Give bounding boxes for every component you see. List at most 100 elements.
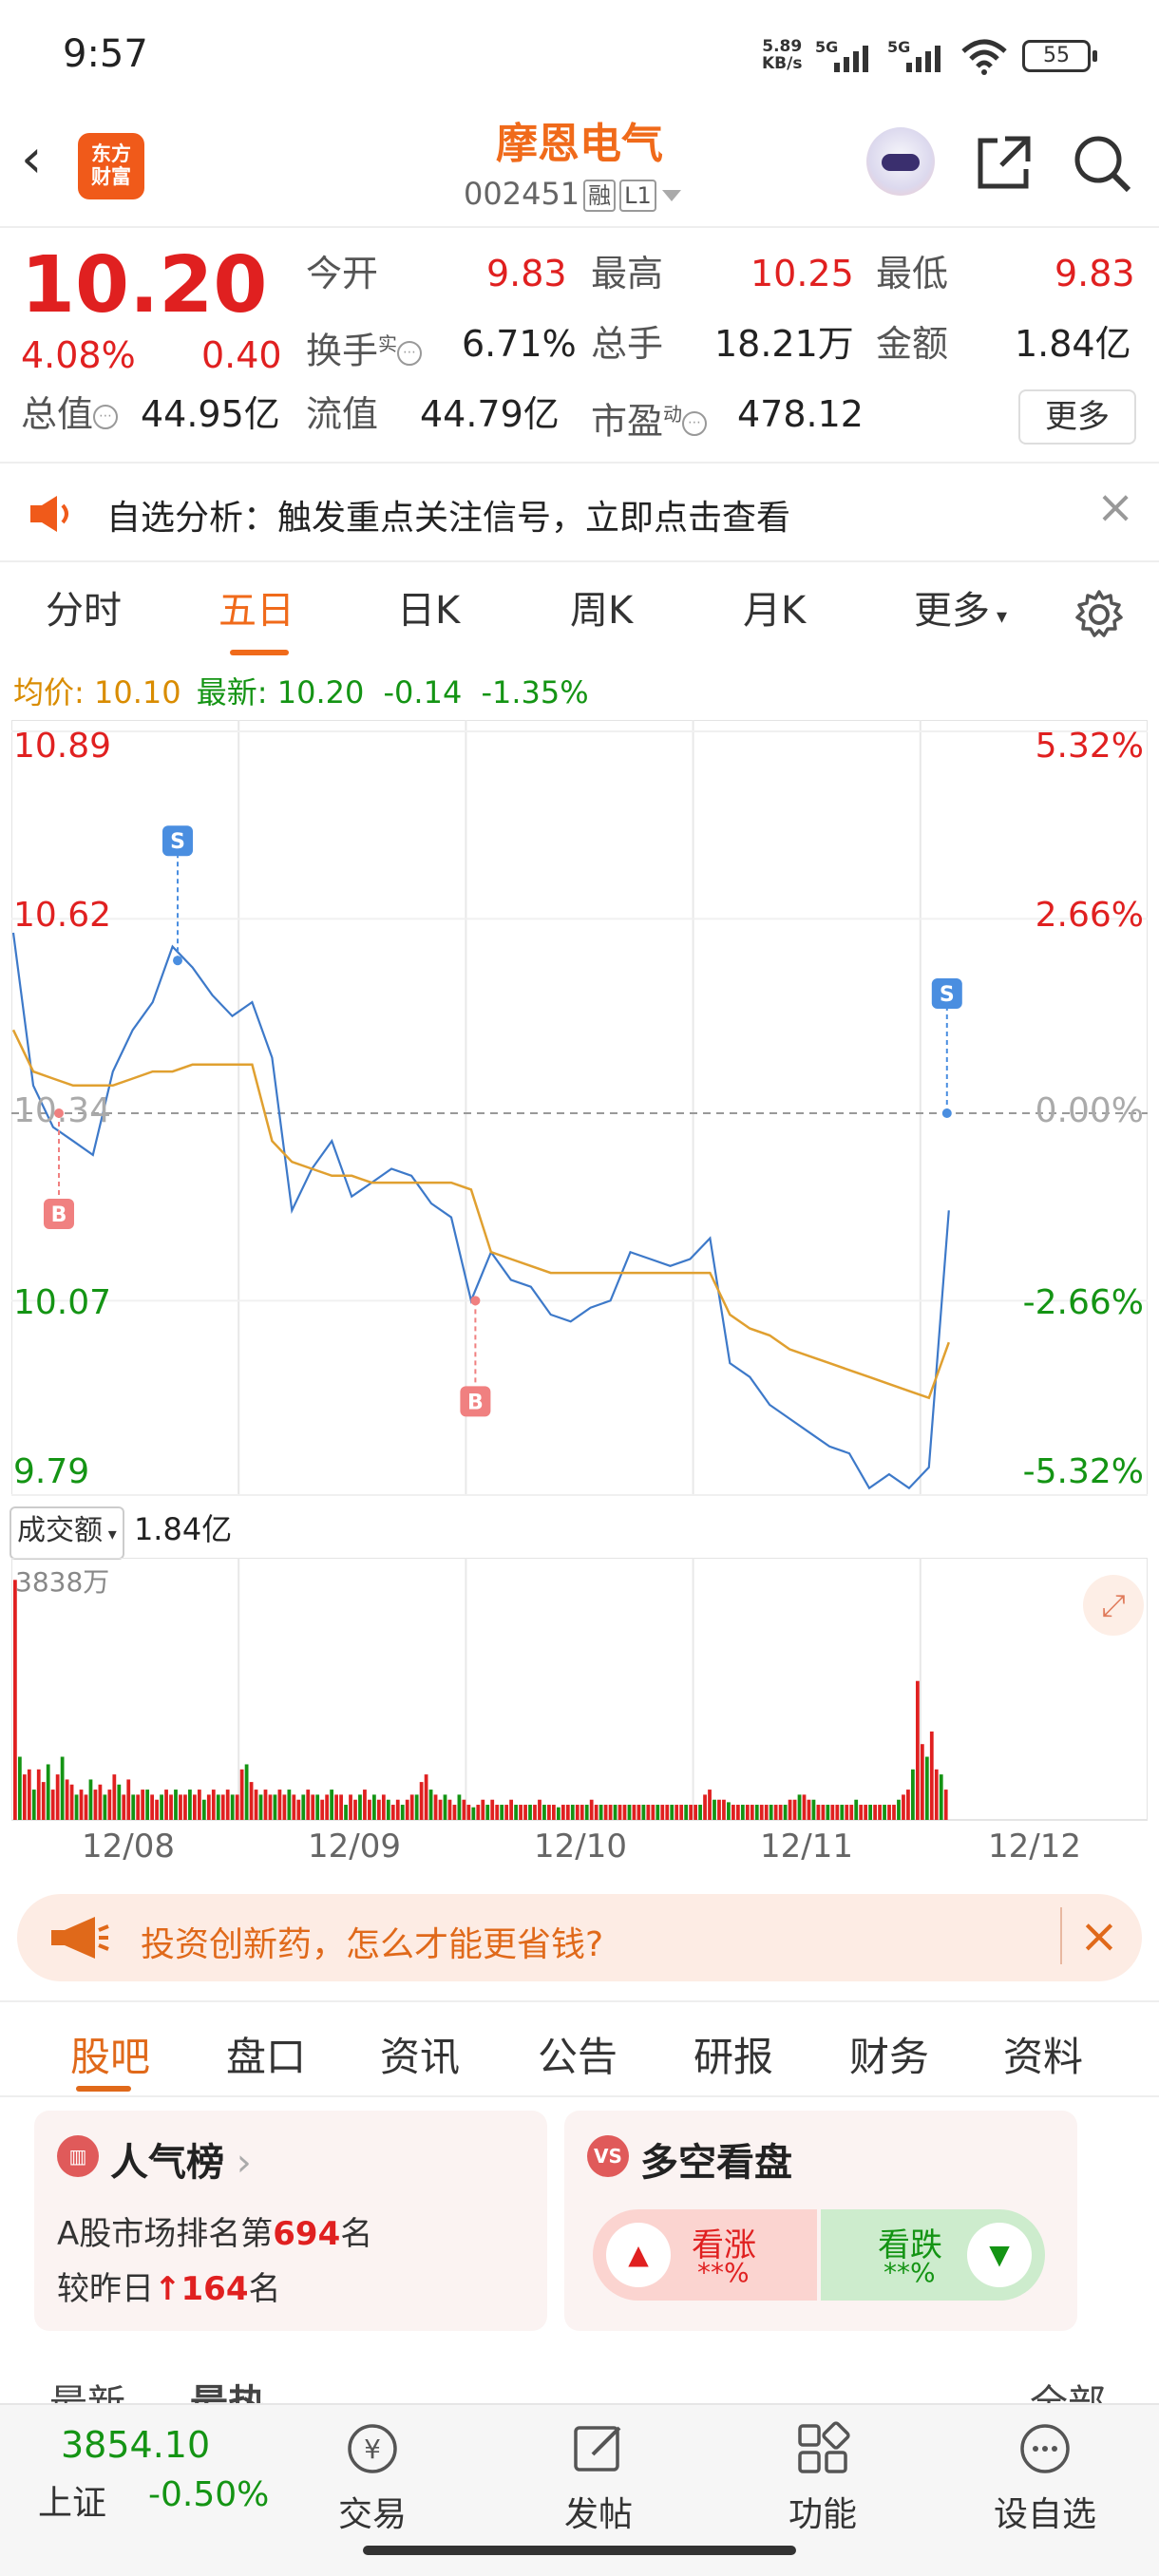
volume-bar	[660, 1805, 665, 1820]
assistant-robot-icon[interactable]	[866, 127, 935, 196]
share-icon[interactable]	[973, 133, 1034, 194]
bear-button[interactable]: 看跌 **% ▼	[821, 2209, 1045, 2301]
volume-bar	[840, 1805, 845, 1820]
avg-price-line	[11, 1029, 950, 1400]
volume-bar	[428, 1790, 433, 1820]
tab-order-book[interactable]: 盘口	[226, 2034, 307, 2080]
avg-value: 10.10	[93, 674, 181, 710]
sell-marker	[162, 825, 193, 857]
close-icon[interactable]: ×	[1060, 1907, 1119, 1964]
volume-bar	[13, 1580, 17, 1820]
volume-bar	[594, 1805, 598, 1820]
volume-bar	[452, 1805, 457, 1820]
volume-bar	[419, 1782, 424, 1820]
volume-bar	[920, 1744, 924, 1820]
volume-bar	[887, 1805, 891, 1820]
filter-all[interactable]: 全部	[1030, 2373, 1106, 2403]
more-button[interactable]: 更多	[1018, 389, 1136, 445]
volume-bar	[376, 1799, 381, 1820]
tab-guba[interactable]: 股吧	[70, 2034, 151, 2080]
app-logo[interactable]: 东方 财富	[78, 133, 144, 199]
volume-bar	[433, 1794, 438, 1820]
filter-latest[interactable]: 最新	[49, 2373, 125, 2403]
nav-add-watchlist[interactable]: 设自选	[988, 2418, 1102, 2536]
volume-bar	[183, 1794, 187, 1820]
volume-bar	[580, 1805, 584, 1820]
popularity-card[interactable]: ▥ 人气榜 › A股市场排名第694名 较昨日↑164名	[34, 2111, 547, 2331]
tab-research[interactable]: 研报	[694, 2034, 774, 2080]
tab-daily-k[interactable]: 日K	[397, 589, 461, 633]
price-chart-svg: S B B S	[11, 720, 1148, 1496]
info-tabs: 股吧 盘口 资讯 公告 研报 财务 资料	[0, 2000, 1159, 2097]
chart-tabs: 分时 五日 日K 周K 月K 更多 ▾	[0, 564, 1159, 665]
date-label: 12/09	[308, 1828, 401, 1866]
volume-bar	[939, 1774, 943, 1820]
volume-bar	[268, 1794, 273, 1820]
back-icon[interactable]: ‹	[21, 128, 43, 190]
volume-bar	[712, 1799, 716, 1820]
sentiment-card: VS 多空看盘 ▲ 看涨 **% 看跌 **% ▼	[564, 2111, 1077, 2331]
close-icon[interactable]: ×	[1096, 481, 1135, 534]
volume-type-select[interactable]: 成交额 ▾	[10, 1506, 124, 1560]
nav-trade[interactable]: ¥ 交易	[315, 2418, 429, 2536]
volume-bar	[334, 1794, 338, 1820]
tab-underline	[76, 2086, 131, 2092]
tab-profile[interactable]: 资料	[1003, 2034, 1084, 2080]
gear-icon[interactable]	[1074, 589, 1125, 640]
volume-bar	[665, 1805, 670, 1820]
sell-marker-label: S	[940, 983, 955, 1007]
volume-bar	[220, 1794, 225, 1820]
bottom-nav: 3854.10 上证 -0.50% ¥ 交易 发帖 功能 设自选	[0, 2403, 1159, 2576]
tab-finance[interactable]: 财务	[849, 2034, 930, 2080]
tab-news[interactable]: 资讯	[380, 2034, 461, 2080]
search-icon[interactable]	[1072, 133, 1132, 194]
bull-button[interactable]: ▲ 看涨 **%	[593, 2209, 817, 2301]
volume-bar	[41, 1782, 46, 1820]
volume-value: 18.21万	[714, 323, 854, 365]
volume-bar	[443, 1794, 447, 1820]
tab-more[interactable]: 更多 ▾	[914, 589, 1008, 633]
stock-header: 摩恩电气 ‹ 东方 财富 002451 融 L1	[0, 114, 1159, 228]
nav-post[interactable]: 发帖	[542, 2418, 656, 2536]
volume-bar	[698, 1805, 702, 1820]
volume-bar	[88, 1779, 93, 1820]
volume-bar	[344, 1805, 348, 1820]
volume-bar	[145, 1790, 150, 1820]
volume-bar	[651, 1805, 656, 1820]
volume-bar	[598, 1805, 603, 1820]
stock-code-row[interactable]: 002451 融 L1	[464, 175, 681, 213]
volume-total: 1.84亿	[133, 1511, 233, 1547]
volume-bar	[854, 1799, 859, 1820]
volume-bar	[349, 1794, 352, 1820]
tab-weekly-k[interactable]: 周K	[570, 589, 634, 633]
volume-bar	[225, 1790, 230, 1820]
volume-bar	[216, 1794, 220, 1820]
tab-five-day[interactable]: 五日	[218, 589, 294, 633]
notice-bar[interactable]: 自选分析：触发重点关注信号，立即点击查看 ×	[0, 462, 1159, 562]
volume-bar	[878, 1805, 882, 1820]
mktcap-value: 44.95亿	[141, 393, 280, 435]
amount-value: 1.84亿	[1015, 323, 1131, 365]
trade-icon: ¥	[348, 2424, 397, 2473]
filter-hot[interactable]: 最热	[190, 2373, 266, 2403]
promo-banner[interactable]: 投资创新药，怎么才能更省钱? ×	[17, 1894, 1142, 1981]
tab-announcements[interactable]: 公告	[538, 2034, 618, 2080]
trade-marker-dot	[54, 1108, 64, 1118]
volume-chart[interactable]: 3838万 ⤢	[10, 1557, 1149, 1822]
down-arrow-icon: ▼	[967, 2223, 1032, 2287]
nav-functions[interactable]: 功能	[766, 2418, 880, 2536]
volume-bar	[117, 1784, 122, 1820]
volume-bar	[179, 1794, 182, 1820]
expand-icon[interactable]: ⤢	[1083, 1575, 1144, 1636]
y-pct-mid: 0.00%	[1035, 1091, 1144, 1130]
mktcap-label: 总值 ⋯	[21, 391, 119, 437]
y-label-2: 10.62	[13, 896, 112, 935]
volume-bar	[249, 1782, 254, 1820]
tab-intraday[interactable]: 分时	[46, 589, 122, 633]
sell-marker	[931, 978, 962, 1009]
volume-bar	[79, 1790, 84, 1820]
volume-bar	[471, 1807, 476, 1820]
volume-bar	[764, 1805, 769, 1820]
tab-monthly-k[interactable]: 月K	[743, 589, 807, 633]
